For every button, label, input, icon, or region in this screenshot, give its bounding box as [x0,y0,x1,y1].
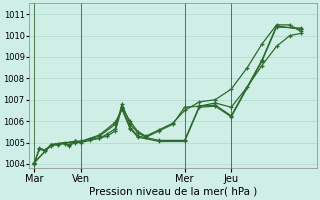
X-axis label: Pression niveau de la mer( hPa ): Pression niveau de la mer( hPa ) [89,187,257,197]
